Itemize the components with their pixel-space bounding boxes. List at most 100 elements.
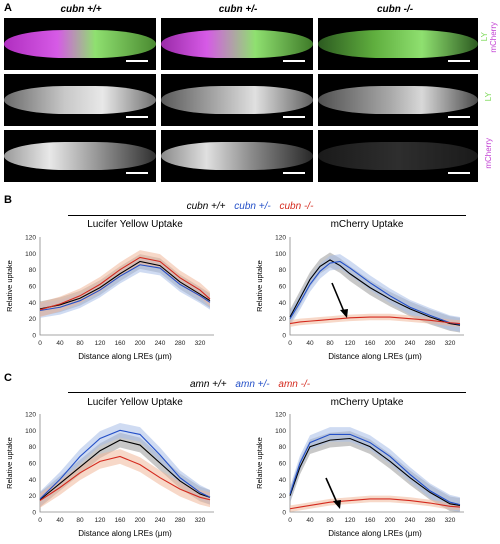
x-tick-label-0: 0: [288, 340, 292, 347]
y-tick-label-1: 20: [29, 493, 37, 500]
series-band-2: [290, 495, 460, 512]
chart-title-b-ly: Lucifer Yellow Uptake: [87, 219, 183, 230]
x-tick-label-4: 160: [115, 340, 126, 347]
series-line-0: [289, 437, 461, 507]
legend-b-1: cubn +/-: [234, 201, 271, 212]
x-tick-label-4: 160: [365, 340, 376, 347]
legend-c-0: amn +/+: [189, 379, 227, 390]
x-tick-label-5: 200: [385, 517, 396, 524]
x-tick-label-4: 160: [115, 517, 126, 524]
x-axis-label: Distance along LREs (μm): [328, 352, 422, 361]
x-tick-label-6: 240: [405, 340, 416, 347]
axes: [39, 414, 214, 513]
x-tick-label-1: 40: [306, 517, 314, 524]
chart-c-mcherry: 0 20 40 60 80 100 120 0 40 80 120 160 200 240 280 320 Re…: [255, 412, 464, 538]
panel-a-letter: A: [4, 2, 12, 14]
row-label-merge-mcherry: mCherry: [489, 22, 498, 53]
y-tick-label-6: 120: [25, 412, 36, 419]
y-axis-label: Relative uptake: [255, 437, 264, 489]
micrograph-ly-wt: [4, 74, 156, 126]
x-tick-label-1: 40: [56, 340, 64, 347]
chart-title-c-ly: Lucifer Yellow Uptake: [87, 397, 183, 408]
micrograph-ly-ko: [318, 74, 478, 126]
x-tick-label-2: 80: [326, 340, 334, 347]
series-line-2: [289, 498, 461, 510]
y-axis-label: Relative uptake: [5, 260, 14, 312]
y-tick-label-5: 100: [25, 428, 36, 435]
y-tick-label-0: 0: [32, 333, 36, 340]
y-axis-label: Relative uptake: [255, 260, 264, 312]
x-tick-label-0: 0: [288, 517, 292, 524]
panel-c-letter: C: [4, 372, 12, 384]
series-line-0: [39, 439, 211, 501]
y-tick-label-1: 20: [279, 493, 287, 500]
y-tick-label-6: 120: [25, 235, 36, 242]
y-tick-label-0: 0: [32, 510, 36, 517]
x-tick-label-5: 200: [135, 517, 146, 524]
x-axis-label: Distance along LREs (μm): [328, 529, 422, 538]
panel-b-rule: [68, 215, 466, 216]
y-tick-label-3: 60: [29, 461, 37, 468]
x-tick-label-1: 40: [56, 517, 64, 524]
x-tick-label-3: 120: [345, 340, 356, 347]
x-tick-label-8: 320: [195, 517, 206, 524]
micrograph-mcherry-wt: [4, 130, 156, 182]
series-line-0: [289, 259, 461, 326]
x-tick-label-2: 80: [326, 517, 334, 524]
chart-title-b-mcherry: mCherry Uptake: [330, 219, 404, 230]
micrograph-ly-het: [161, 74, 313, 126]
panel-b-legend: cubn +/+ cubn +/- cubn -/-: [40, 201, 460, 212]
series-band-2: [40, 250, 210, 318]
axes: [289, 237, 464, 336]
micrograph-merge-het: [161, 18, 313, 70]
y-tick-label-4: 80: [29, 267, 37, 274]
x-tick-label-6: 240: [155, 517, 166, 524]
micrograph-merge-wt: [4, 18, 156, 70]
chart-c-lucifer-yellow: 0 20 40 60 80 100 120 0 40 80 120 160 200 240 280 320 Re…: [5, 412, 214, 538]
panel-c-legend: amn +/+ amn +/- amn -/-: [40, 379, 460, 390]
x-tick-label-8: 320: [445, 517, 456, 524]
column-header-1: cubn +/+: [60, 4, 102, 15]
x-tick-label-8: 320: [445, 340, 456, 347]
column-header-2: cubn +/-: [218, 4, 258, 15]
y-axis-label: Relative uptake: [5, 437, 14, 489]
axes: [39, 237, 214, 336]
panel-c-rule: [68, 392, 466, 393]
series-line-2: [39, 455, 211, 502]
x-tick-label-7: 280: [425, 517, 436, 524]
column-header-3: cubn -/-: [376, 4, 414, 15]
y-tick-label-5: 100: [275, 428, 286, 435]
x-tick-label-0: 0: [38, 517, 42, 524]
micrograph-mcherry-het: [161, 130, 313, 182]
y-tick-label-1: 20: [279, 316, 287, 323]
y-tick-label-4: 80: [279, 444, 287, 451]
row-label-ly: LY: [484, 92, 493, 102]
x-tick-label-6: 240: [405, 517, 416, 524]
chart-b-mcherry: 0 20 40 60 80 100 120 0 40 80 120 160 200 240 280 320 Re…: [255, 235, 464, 361]
series-line-0: [39, 260, 211, 310]
panel-b-letter: B: [4, 194, 12, 206]
series-line-1: [39, 429, 211, 500]
y-tick-label-6: 120: [275, 235, 286, 242]
chart-title-c-mcherry: mCherry Uptake: [330, 397, 404, 408]
x-tick-label-2: 80: [76, 340, 84, 347]
series-line-1: [289, 433, 461, 506]
x-tick-label-6: 240: [155, 340, 166, 347]
y-tick-label-0: 0: [282, 510, 286, 517]
series-line-2: [39, 256, 211, 311]
arrow-annotation-c: [325, 477, 341, 509]
y-tick-label-3: 60: [279, 284, 287, 291]
x-tick-label-3: 120: [95, 340, 106, 347]
x-tick-label-1: 40: [306, 340, 314, 347]
y-tick-label-0: 0: [282, 333, 286, 340]
y-tick-label-4: 80: [279, 267, 287, 274]
y-tick-label-5: 100: [25, 251, 36, 258]
legend-c-1: amn +/-: [235, 379, 270, 390]
y-tick-label-2: 40: [29, 477, 37, 484]
x-tick-label-7: 280: [425, 340, 436, 347]
x-tick-label-8: 320: [195, 340, 206, 347]
y-tick-label-6: 120: [275, 412, 286, 419]
y-tick-label-2: 40: [29, 300, 37, 307]
x-tick-label-5: 200: [385, 340, 396, 347]
x-tick-label-3: 120: [345, 517, 356, 524]
